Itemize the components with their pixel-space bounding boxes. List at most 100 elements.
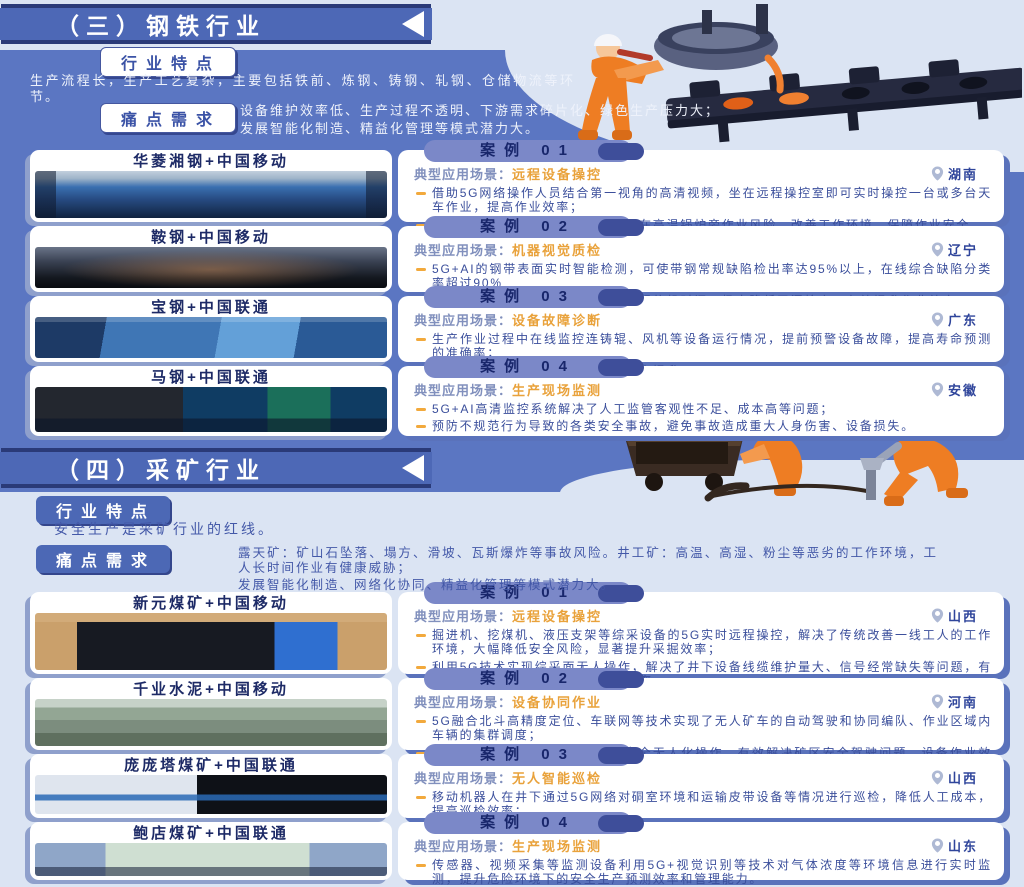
pain-text: 设备维护效率低、生产过程不透明、下游需求碎片化、绿色生产压力大； 发展智能化制造… — [240, 103, 870, 138]
case-row: 鲍店煤矿+中国联通 案例 04 典型应用场景： 生产现场监测 山东 传感器、视频… — [0, 812, 1024, 886]
scene-name: 生产现场监测 — [512, 839, 603, 854]
pain-label-pill: 痛点需求 — [36, 545, 171, 573]
scene-name: 远程设备操控 — [512, 609, 603, 624]
case-company-card: 庞庞塔煤矿+中国联通 — [30, 754, 392, 818]
case-photo — [35, 613, 387, 670]
location-badge: 安徽 — [931, 380, 992, 399]
scene-line: 典型应用场景： 设备故障诊断 广东 — [414, 296, 992, 329]
case-photo — [35, 247, 387, 288]
province: 山西 — [947, 771, 978, 786]
section-banner-mining: （四）采矿行业 — [0, 452, 432, 484]
case-detail-card: 案例 04 典型应用场景： 生产现场监测 安徽 5G+AI高清监控系统解决了人工… — [398, 356, 1004, 436]
case-photo — [35, 775, 387, 814]
bullet-list: 传感器、视频采集等监测设备利用5G+视觉识别等技术对气体浓度等环境信息进行实时监… — [416, 858, 992, 887]
province: 广东 — [947, 313, 978, 328]
case-detail-card: 案例 02 典型应用场景： 机器视觉质检 辽宁 5G+AI的钢带表面实时智能检测… — [398, 216, 1004, 308]
scene-prefix: 典型应用场景： — [414, 383, 513, 398]
province: 山西 — [947, 609, 978, 624]
case-company-card: 华菱湘钢+中国移动 — [30, 150, 392, 222]
scene-line: 典型应用场景： 机器视觉质检 辽宁 — [414, 226, 992, 259]
case-row: 宝钢+中国联通 案例 03 典型应用场景： 设备故障诊断 广东 生产作业过程中在… — [0, 286, 1024, 378]
company-title: 新元煤矿+中国移动 — [133, 595, 289, 612]
scene-prefix: 典型应用场景： — [414, 771, 513, 786]
scene-line: 典型应用场景： 生产现场监测 安徽 — [414, 366, 992, 399]
province: 辽宁 — [947, 243, 978, 258]
section-banner-steel: （三）钢铁行业 — [0, 8, 432, 40]
case-photo — [35, 843, 387, 876]
location-pin-icon — [931, 242, 944, 257]
company-title: 马钢+中国联通 — [151, 369, 271, 386]
case-number-ribbon: 案例 04 — [424, 356, 644, 378]
case-row: 新元煤矿+中国移动 案例 01 典型应用场景： 远程设备操控 山西 掘进机、挖煤… — [0, 582, 1024, 688]
scene-name: 机器视觉质检 — [512, 243, 603, 258]
section-title: （三）钢铁行业 — [56, 13, 266, 39]
pain-text-line: 设备维护效率低、生产过程不透明、下游需求碎片化、绿色生产压力大； — [240, 103, 721, 118]
bullet-item: 预防不规范行为导致的各类安全事故，避免事故造成重大人身伤害、设备损失。 — [416, 419, 992, 433]
province: 湖南 — [947, 167, 978, 182]
case-number-ribbon: 案例 03 — [424, 286, 644, 308]
case-company-card: 马钢+中国联通 — [30, 366, 392, 436]
location-pin-icon — [931, 312, 944, 327]
scene-prefix: 典型应用场景： — [414, 243, 513, 258]
case-company-card: 鲍店煤矿+中国联通 — [30, 822, 392, 880]
case-row: 鞍钢+中国移动 案例 02 典型应用场景： 机器视觉质检 辽宁 5G+AI的钢带… — [0, 216, 1024, 308]
scene-name: 设备协同作业 — [512, 695, 603, 710]
ribbon-notch-icon — [402, 455, 424, 481]
location-badge: 山东 — [931, 836, 992, 855]
features-text: 生产流程长，生产工艺复杂，主要包括铁前、炼钢、铸钢、轧钢、仓储物流等环节。 — [30, 73, 575, 104]
case-company-card: 鞍钢+中国移动 — [30, 226, 392, 292]
scene-name: 生产现场监测 — [512, 383, 603, 398]
case-detail-card: 案例 01 典型应用场景： 远程设备操控 山西 掘进机、挖煤机、液压支架等综采设… — [398, 582, 1004, 688]
location-badge: 广东 — [931, 310, 992, 329]
pain-label-pill: 痛点需求 — [100, 103, 237, 133]
company-title: 庞庞塔煤矿+中国联通 — [124, 757, 298, 774]
scene-prefix: 典型应用场景： — [414, 313, 513, 328]
province: 安徽 — [947, 383, 978, 398]
case-company-card: 千业水泥+中国移动 — [30, 678, 392, 750]
bullet-item: 传感器、视频采集等监测设备利用5G+视觉识别等技术对气体浓度等环境信息进行实时监… — [416, 858, 992, 887]
location-pin-icon — [931, 838, 944, 853]
case-number-ribbon: 案例 01 — [424, 140, 644, 162]
case-row: 华菱湘钢+中国移动 案例 01 典型应用场景： 远程设备操控 湖南 借助5G网络… — [0, 140, 1024, 232]
scene-line: 典型应用场景： 无人智能巡检 山西 — [414, 754, 992, 787]
company-title: 鞍钢+中国移动 — [151, 229, 271, 246]
case-number-ribbon: 案例 01 — [424, 582, 644, 604]
scene-name: 远程设备操控 — [512, 167, 603, 182]
pain-note-line: 发展智能化制造、精益化管理等模式潜力大。 — [240, 120, 541, 136]
location-badge: 湖南 — [931, 164, 992, 183]
scene-prefix: 典型应用场景： — [414, 695, 513, 710]
location-pin-icon — [931, 382, 944, 397]
pain-note-line: 发展智能化制造、网络化协同、精益化管理等模式潜力大。 — [238, 578, 616, 592]
scene-name: 无人智能巡检 — [512, 771, 603, 786]
case-detail-card: 案例 03 典型应用场景： 设备故障诊断 广东 生产作业过程中在线监控连铸辊、风… — [398, 286, 1004, 378]
case-number-ribbon: 案例 04 — [424, 812, 644, 834]
case-company-card: 新元煤矿+中国移动 — [30, 592, 392, 674]
location-pin-icon — [931, 694, 944, 709]
case-detail-card: 案例 02 典型应用场景： 设备协同作业 河南 5G融合北斗高精度定位、车联网等… — [398, 668, 1004, 774]
bullet-item: 掘进机、挖煤机、液压支架等综采设备的5G实时远程操控，解决了传统改善一线工人的工… — [416, 628, 992, 657]
case-detail-card: 案例 01 典型应用场景： 远程设备操控 湖南 借助5G网络操作人员结合第一视角… — [398, 140, 1004, 232]
scene-prefix: 典型应用场景： — [414, 839, 513, 854]
scene-line: 典型应用场景： 生产现场监测 山东 — [414, 822, 992, 855]
case-photo — [35, 171, 387, 218]
features-label-pill: 行业特点 — [100, 47, 237, 77]
company-title: 华菱湘钢+中国移动 — [133, 153, 289, 170]
scene-prefix: 典型应用场景： — [414, 167, 513, 182]
pain-text: 露天矿：矿山石坠落、塌方、滑坡、瓦斯爆炸等事故风险。井工矿：高温、高湿、粉尘等恶… — [238, 546, 938, 595]
case-number-ribbon: 案例 02 — [424, 216, 644, 238]
case-photo — [35, 699, 387, 746]
case-photo — [35, 387, 387, 432]
bullet-item: 借助5G网络操作人员结合第一视角的高清视频，坐在远程操控室即可实时操控一台或多台… — [416, 186, 992, 215]
pain-text-line: 露天矿：矿山石坠落、塌方、滑坡、瓦斯爆炸等事故风险。井工矿：高温、高湿、粉尘等恶… — [238, 546, 938, 575]
case-row: 庞庞塔煤矿+中国联通 案例 03 典型应用场景： 无人智能巡检 山西 移动机器人… — [0, 744, 1024, 836]
province: 河南 — [947, 695, 978, 710]
steel-worker-illustration — [578, 4, 1022, 143]
location-pin-icon — [931, 608, 944, 623]
case-detail-card: 案例 03 典型应用场景： 无人智能巡检 山西 移动机器人在井下通过5G网络对硐… — [398, 744, 1004, 836]
bullet-item: 5G+AI高清监控系统解决了人工监管客观性不足、成本高等问题； — [416, 402, 992, 416]
scene-line: 典型应用场景： 远程设备操控 山西 — [414, 592, 992, 625]
location-badge: 辽宁 — [931, 240, 992, 259]
bullet-item: 5G融合北斗高精度定位、车联网等技术实现了无人矿车的自动驾驶和协同编队、作业区域… — [416, 714, 992, 743]
scene-prefix: 典型应用场景： — [414, 609, 513, 624]
province: 山东 — [947, 839, 978, 854]
